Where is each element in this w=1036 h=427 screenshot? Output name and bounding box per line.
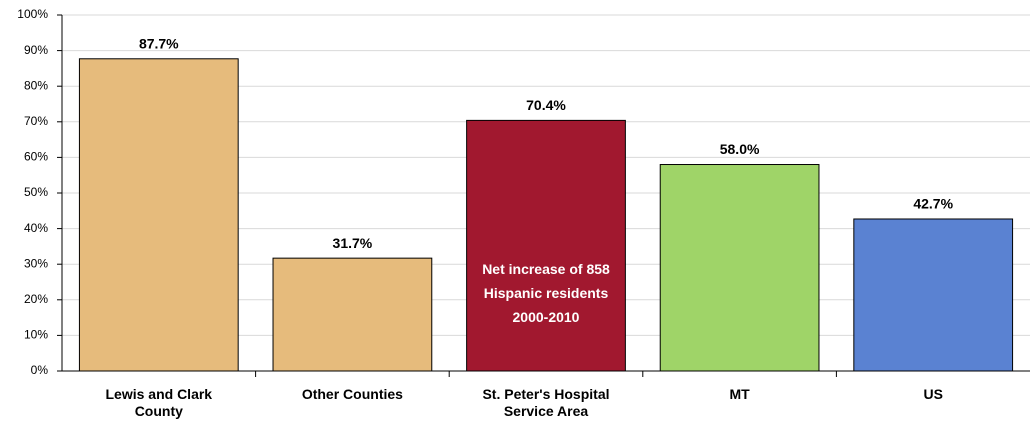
value-label: 31.7%	[333, 235, 373, 251]
y-tick-label: 20%	[24, 292, 48, 306]
x-tick-label: St. Peter's Hospital Service Area	[482, 386, 610, 419]
y-tick-label: 70%	[24, 114, 48, 128]
value-label: 70.4%	[526, 97, 566, 113]
value-label: 87.7%	[139, 35, 179, 51]
annotation: Net increase of 858 Hispanic residents 2…	[482, 261, 610, 325]
x-tick-label: Other Counties	[301, 386, 403, 402]
y-tick-label: 10%	[24, 328, 48, 342]
y-tick-label: 0%	[31, 363, 49, 377]
x-tick-label: US	[923, 386, 943, 402]
y-tick-label: 90%	[24, 43, 48, 57]
x-tick-label: MT	[729, 386, 750, 402]
y-tick-label: 30%	[24, 256, 48, 270]
x-tick-label: Lewis and Clark County	[105, 386, 213, 419]
y-tick-label: 40%	[24, 221, 48, 235]
value-label: 42.7%	[913, 196, 953, 212]
bar	[272, 257, 433, 372]
y-tick-label: 50%	[24, 185, 48, 199]
value-label: 58.0%	[720, 141, 760, 157]
bar	[853, 218, 1014, 372]
bar	[78, 58, 239, 372]
y-tick-label: 80%	[24, 78, 48, 92]
bar	[659, 164, 820, 372]
y-tick-label: 100%	[17, 7, 48, 21]
bar	[466, 119, 626, 372]
y-tick-label: 60%	[24, 150, 48, 164]
